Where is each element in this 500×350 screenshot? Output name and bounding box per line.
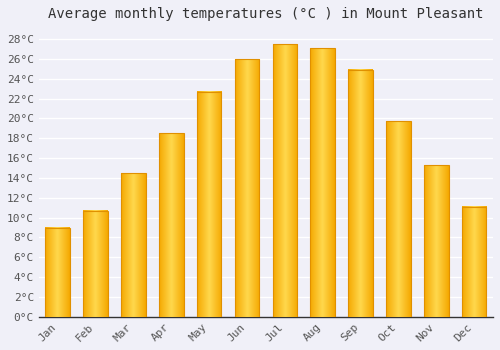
Bar: [386, 121, 410, 317]
Title: Average monthly temperatures (°C ) in Mount Pleasant: Average monthly temperatures (°C ) in Mo…: [48, 7, 484, 21]
Bar: [84, 211, 108, 317]
Bar: [121, 173, 146, 317]
Bar: [272, 44, 297, 317]
Bar: [234, 59, 260, 317]
Bar: [462, 206, 486, 317]
Bar: [197, 92, 222, 317]
Bar: [310, 48, 335, 317]
Bar: [348, 70, 373, 317]
Bar: [424, 165, 448, 317]
Bar: [46, 228, 70, 317]
Bar: [159, 133, 184, 317]
